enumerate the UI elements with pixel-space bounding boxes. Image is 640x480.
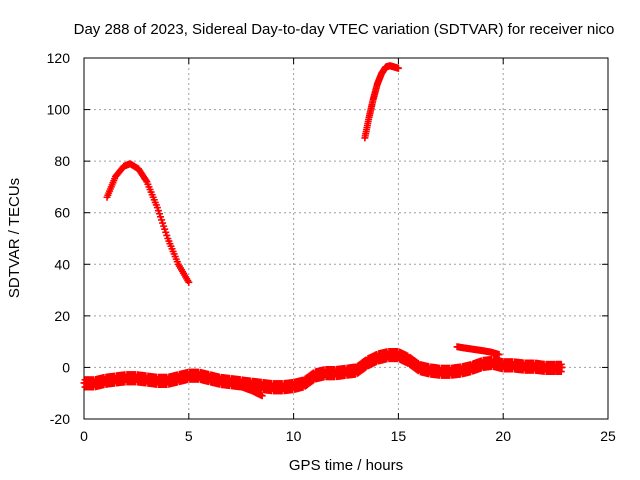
y-tick-label: 60 — [54, 205, 70, 221]
y-tick-label: 20 — [54, 308, 70, 324]
data-point — [185, 278, 193, 286]
x-tick-label: 5 — [185, 428, 193, 444]
y-tick-label: 120 — [47, 50, 71, 66]
y-axis-label: SDTVAR / TECUs — [6, 178, 23, 298]
data-marks — [80, 62, 566, 400]
x-tick-label: 0 — [80, 428, 88, 444]
x-tick-label: 15 — [391, 428, 407, 444]
y-tick-label: 40 — [54, 256, 70, 272]
y-tick-label: 80 — [54, 153, 70, 169]
x-tick-label: 25 — [600, 428, 616, 444]
series-upper-segment — [453, 343, 503, 359]
chart-title: Day 288 of 2023, Sidereal Day-to-day VTE… — [74, 21, 615, 38]
series-arc-1 — [103, 160, 193, 286]
series-drop-segment — [216, 376, 266, 400]
axis-ticks: 0 5 10 15 20 25 -20 0 20 40 60 80 100 120 — [47, 50, 616, 444]
plot-frame — [83, 57, 609, 420]
y-tick-label: 0 — [62, 359, 70, 375]
data-point — [258, 392, 266, 400]
x-tick-label: 20 — [495, 428, 511, 444]
x-axis-label: GPS time / hours — [289, 457, 403, 474]
series-arc-2 — [361, 62, 402, 142]
data-point — [495, 351, 503, 359]
x-tick-label: 10 — [286, 428, 302, 444]
y-tick-label: -20 — [50, 411, 70, 427]
data-point — [558, 363, 566, 371]
data-point — [142, 176, 150, 184]
y-tick-label: 100 — [47, 102, 71, 118]
data-point — [394, 64, 402, 72]
